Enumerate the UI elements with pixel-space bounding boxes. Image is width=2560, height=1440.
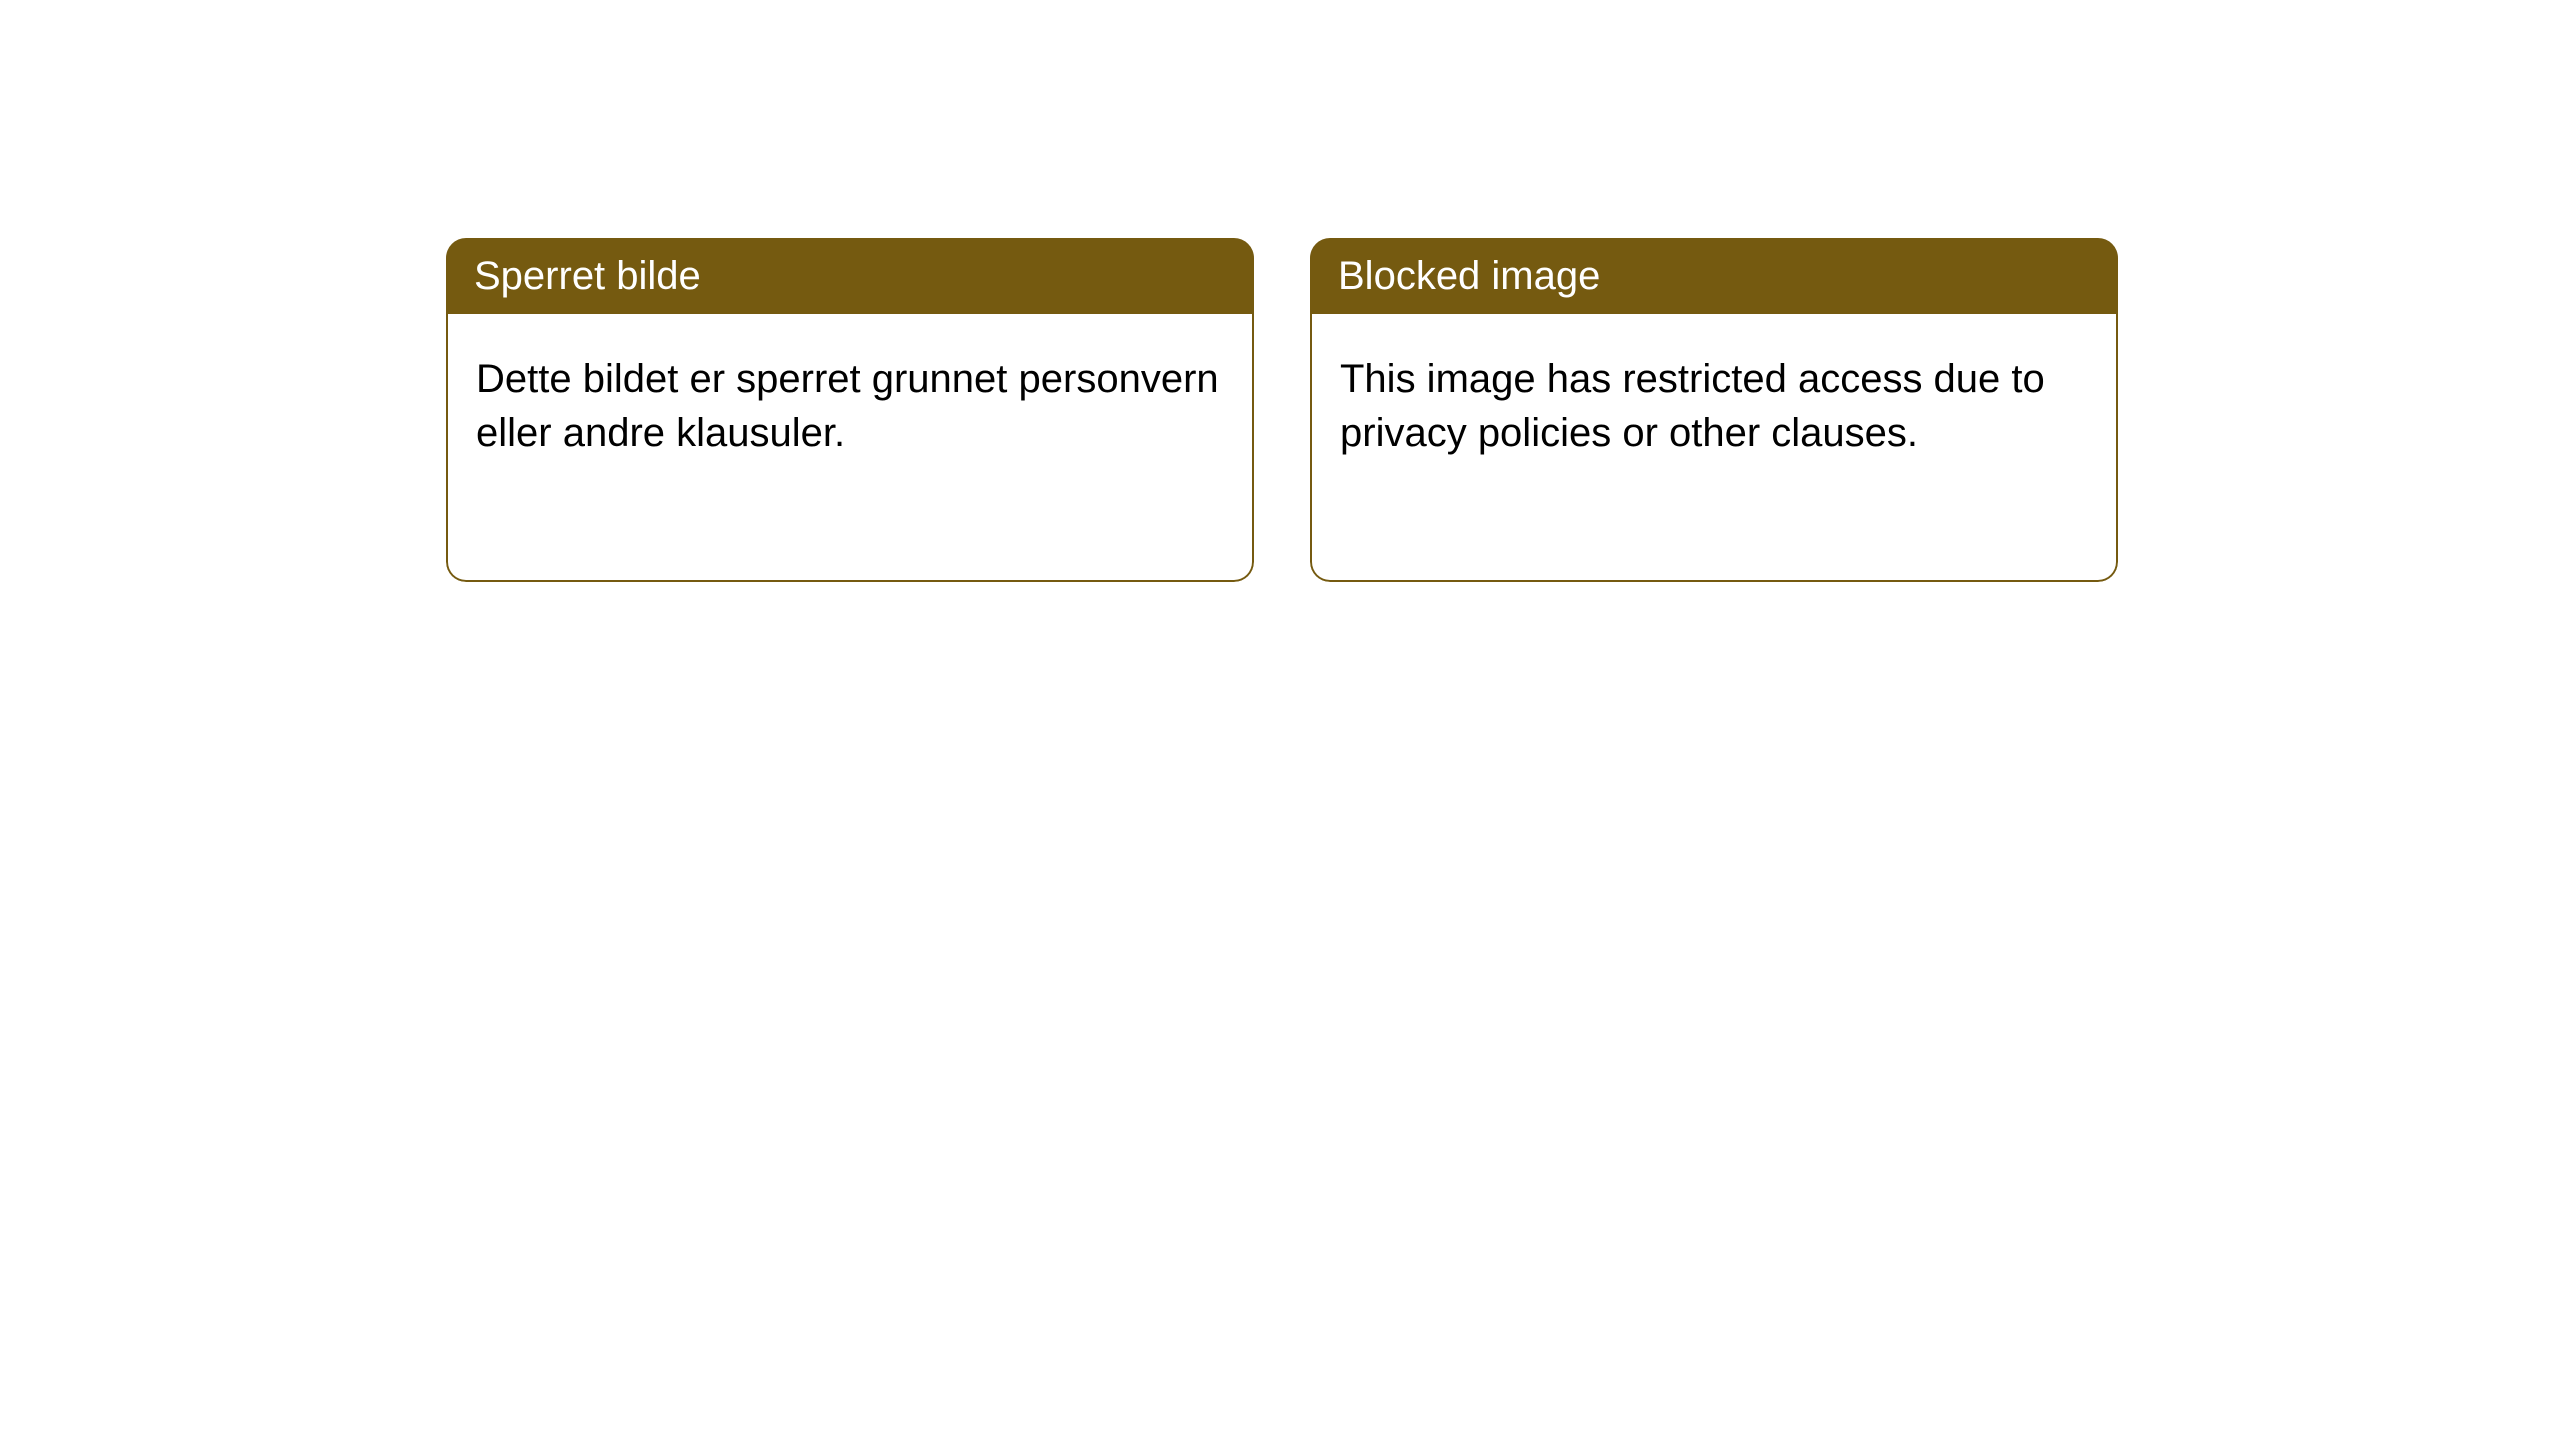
notice-card-norwegian: Sperret bilde Dette bildet er sperret gr… xyxy=(446,238,1254,582)
notice-card-body: This image has restricted access due to … xyxy=(1310,314,2118,582)
notice-card-body: Dette bildet er sperret grunnet personve… xyxy=(446,314,1254,582)
notice-card-header: Sperret bilde xyxy=(446,238,1254,314)
notice-cards-container: Sperret bilde Dette bildet er sperret gr… xyxy=(0,0,2560,582)
notice-card-english: Blocked image This image has restricted … xyxy=(1310,238,2118,582)
notice-card-header: Blocked image xyxy=(1310,238,2118,314)
